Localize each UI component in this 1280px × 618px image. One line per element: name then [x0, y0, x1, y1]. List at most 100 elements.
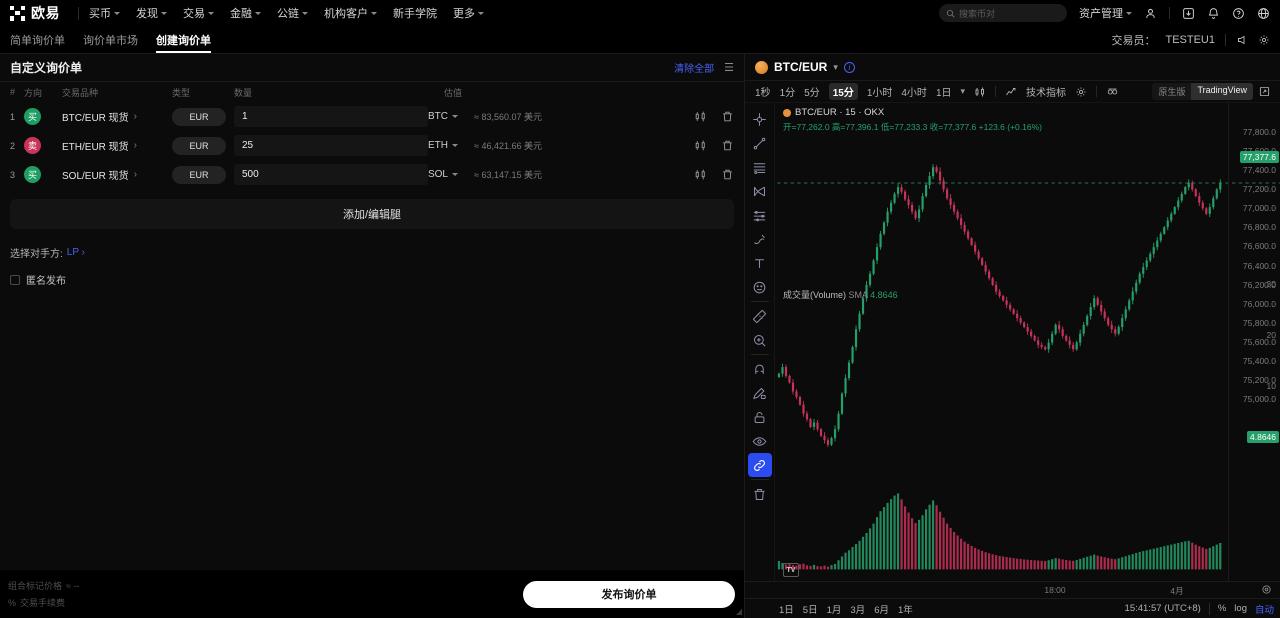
- candlestick-icon[interactable]: [694, 139, 707, 152]
- nav-item-institutional[interactable]: 机构客户: [324, 5, 377, 21]
- type-pill-button[interactable]: EUR: [172, 107, 226, 126]
- row-side[interactable]: 买: [24, 108, 62, 125]
- timeframe-15m[interactable]: 15分: [828, 83, 858, 100]
- chart-settings-icon[interactable]: [1075, 86, 1087, 98]
- chart-footer-right: 15:41:57 (UTC+8) % log 自动: [1125, 602, 1274, 616]
- row-symbol[interactable]: ETH/EUR 现货 ›: [62, 138, 172, 153]
- row-symbol[interactable]: BTC/EUR 现货 ›: [62, 109, 172, 124]
- type-pill-button[interactable]: EUR: [172, 136, 226, 155]
- help-button[interactable]: [1232, 7, 1245, 20]
- delete-row-icon[interactable]: [721, 139, 734, 152]
- range-3m[interactable]: 3月: [850, 604, 866, 616]
- eye-icon[interactable]: [748, 429, 772, 453]
- quantity-input[interactable]: 1: [234, 106, 428, 127]
- delete-row-icon[interactable]: [721, 110, 734, 123]
- trendline-icon[interactable]: [748, 131, 772, 155]
- type-pill-button[interactable]: EUR: [172, 165, 226, 184]
- zoom-in-icon[interactable]: [748, 328, 772, 352]
- emoji-icon[interactable]: [748, 275, 772, 299]
- mode-tradingview-option[interactable]: TradingView: [1191, 83, 1253, 100]
- trash-icon[interactable]: [748, 482, 772, 506]
- tab-rfq-market[interactable]: 询价单市场: [83, 26, 138, 53]
- panel-menu-icon[interactable]: ☰: [724, 62, 734, 74]
- range-1d[interactable]: 1日: [779, 604, 794, 616]
- snapshot-icon[interactable]: [1106, 86, 1119, 98]
- chart-footer: 1日 5日 1月 3月 6月 1年 15:41:57 (UTC+8) % log…: [745, 598, 1280, 618]
- settings-button[interactable]: [1258, 34, 1270, 46]
- row-side[interactable]: 卖: [24, 137, 62, 154]
- nav-item-trade[interactable]: 交易: [183, 5, 214, 21]
- row-symbol[interactable]: SOL/EUR 现货 ›: [62, 167, 172, 182]
- timeframe-4h[interactable]: 4小时: [901, 88, 927, 99]
- range-1m[interactable]: 1月: [826, 604, 842, 616]
- auto-scale-button[interactable]: 自动: [1254, 604, 1274, 616]
- chart-type-icon[interactable]: [974, 86, 986, 98]
- candlestick-icon[interactable]: [694, 168, 707, 181]
- timeframe-1d[interactable]: 1日: [935, 88, 952, 99]
- search-input[interactable]: 搜索币对: [939, 4, 1067, 22]
- okx-logo[interactable]: 欧易: [10, 3, 60, 23]
- delete-row-icon[interactable]: [721, 168, 734, 181]
- fib-icon[interactable]: [748, 179, 772, 203]
- fullscreen-icon[interactable]: [1259, 86, 1270, 97]
- time-axis-settings-icon[interactable]: [1261, 584, 1272, 595]
- quantity-input[interactable]: 500: [234, 164, 428, 185]
- chart-plot[interactable]: BTC/EUR · 15 · OKX 开=77,262.0 高=77,396.1…: [775, 103, 1280, 581]
- range-5d[interactable]: 5日: [802, 604, 818, 616]
- nav-item-buy-crypto[interactable]: 买币: [89, 5, 120, 21]
- anonymous-label: 匿名发布: [26, 276, 66, 287]
- range-1y[interactable]: 1年: [897, 604, 913, 616]
- tab-simple-rfq[interactable]: 简单询价单: [10, 26, 65, 53]
- timeframe-5m[interactable]: 5分: [804, 88, 820, 99]
- unit-selector[interactable]: BTC: [428, 111, 464, 122]
- price-axis[interactable]: 77,800.0 77,600.0 77,400.0 77,200.0 77,000.0…: [1228, 103, 1280, 581]
- download-button[interactable]: [1182, 7, 1195, 20]
- lock-icon[interactable]: [748, 405, 772, 429]
- crosshair-icon[interactable]: [748, 107, 772, 131]
- chevron-down-icon[interactable]: ▾: [833, 61, 838, 72]
- nav-item-chain[interactable]: 公链: [277, 5, 308, 21]
- link-icon[interactable]: [747, 453, 772, 477]
- time-axis[interactable]: 18:00 4月 06:00 12:00 18:: [745, 581, 1280, 598]
- clear-all-button[interactable]: 清除全部: [674, 64, 715, 75]
- text-icon[interactable]: [748, 251, 772, 275]
- brush-icon[interactable]: [748, 227, 772, 251]
- price-tick: 76,600.0: [1242, 241, 1276, 252]
- nav-item-academy[interactable]: 新手学院: [393, 5, 437, 21]
- indicator-icon[interactable]: [1005, 86, 1017, 98]
- chevron-down-icon[interactable]: ▾: [960, 86, 966, 96]
- row-side[interactable]: 买: [24, 166, 62, 183]
- percent-scale-button[interactable]: %: [1217, 603, 1227, 614]
- tab-create-rfq[interactable]: 创建询价单: [156, 26, 211, 53]
- announcement-button[interactable]: [1236, 34, 1248, 46]
- user-account-button[interactable]: [1144, 7, 1157, 20]
- assets-management-menu[interactable]: 资产管理: [1079, 5, 1132, 21]
- timeframe-1s[interactable]: 1秒: [755, 88, 771, 99]
- ruler-icon[interactable]: [748, 304, 772, 328]
- counterparty-select[interactable]: LP ›: [66, 247, 85, 258]
- timeframe-1m[interactable]: 1分: [779, 88, 796, 99]
- nav-item-discover[interactable]: 发现: [136, 5, 167, 21]
- mode-native-option[interactable]: 原生版: [1158, 87, 1186, 97]
- language-button[interactable]: [1257, 7, 1270, 20]
- pencil-lock-icon[interactable]: [748, 381, 772, 405]
- notifications-button[interactable]: [1207, 7, 1220, 20]
- unit-selector[interactable]: SOL: [428, 169, 464, 180]
- magnet-icon[interactable]: [748, 357, 772, 381]
- nav-item-finance[interactable]: 金融: [230, 5, 261, 21]
- timeframe-1h[interactable]: 1小时: [866, 88, 893, 99]
- pitchfork-icon[interactable]: [748, 203, 772, 227]
- anonymous-checkbox[interactable]: [10, 274, 20, 285]
- log-scale-button[interactable]: log: [1234, 603, 1247, 614]
- range-6m[interactable]: 6月: [874, 604, 889, 616]
- indicators-label[interactable]: 技术指标: [1026, 88, 1067, 99]
- unit-selector[interactable]: ETH: [428, 140, 464, 151]
- info-icon[interactable]: i: [843, 61, 855, 73]
- candlestick-icon[interactable]: [694, 110, 707, 123]
- quantity-input[interactable]: 25: [234, 135, 428, 156]
- resize-grip-icon[interactable]: ◢: [735, 607, 742, 616]
- nav-item-more[interactable]: 更多: [453, 5, 484, 21]
- publish-rfq-button[interactable]: 发布询价单: [523, 580, 735, 608]
- add-edit-leg-button[interactable]: 添加/编辑腿: [10, 199, 734, 229]
- horizontal-lines-icon[interactable]: [748, 155, 772, 179]
